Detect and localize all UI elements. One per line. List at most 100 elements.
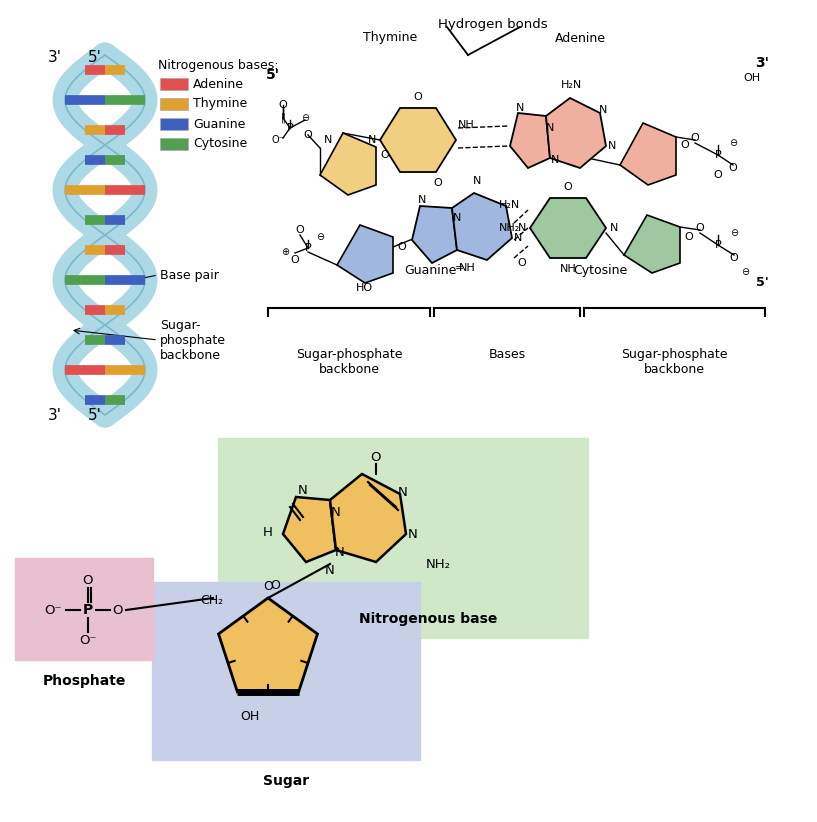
Text: O: O [263,580,273,593]
Text: O⁻: O⁻ [44,603,62,616]
Text: O: O [729,163,738,173]
Text: O: O [113,603,123,616]
Text: P: P [287,123,293,133]
FancyBboxPatch shape [160,78,188,90]
Text: Adenine: Adenine [193,77,244,90]
Text: 5': 5' [756,275,769,289]
Text: Guanine: Guanine [404,264,456,276]
Text: OH: OH [743,73,761,83]
Text: O: O [291,255,299,265]
FancyBboxPatch shape [160,118,188,130]
Text: O: O [279,100,288,110]
Text: OH: OH [240,710,260,723]
Text: O: O [690,133,699,143]
Text: N: N [453,213,461,223]
Text: HO: HO [356,283,373,293]
Text: Adenine: Adenine [555,31,605,44]
Text: =: = [455,263,465,273]
FancyBboxPatch shape [152,582,420,760]
Polygon shape [530,198,606,258]
Text: O⁻: O⁻ [79,634,96,646]
Text: O: O [397,242,406,252]
Text: N: N [325,564,335,577]
Text: Sugar-
phosphate
backbone: Sugar- phosphate backbone [160,318,226,362]
Text: Cytosine: Cytosine [193,137,248,150]
Text: O: O [270,579,280,592]
Text: O: O [304,130,312,140]
Text: Sugar-phosphate
backbone: Sugar-phosphate backbone [621,348,727,376]
Text: NH₂: NH₂ [498,223,520,233]
Text: N: N [417,195,426,205]
Text: NH: NH [458,120,475,130]
Text: N: N [331,506,341,519]
FancyBboxPatch shape [15,558,153,660]
Text: 3': 3' [48,408,62,423]
Text: O⁻: O⁻ [271,135,284,145]
Text: N: N [335,546,345,558]
Text: ‖: ‖ [280,113,285,123]
Polygon shape [320,133,376,195]
Text: O: O [684,232,693,242]
Text: Nitrogenous base: Nitrogenous base [359,612,498,626]
Text: ⊕: ⊕ [281,247,289,257]
Text: N: N [546,123,554,133]
Text: N: N [368,135,376,145]
Text: ⊖: ⊖ [729,138,737,148]
Text: 5': 5' [266,68,280,82]
Polygon shape [218,598,318,692]
Text: O: O [564,182,573,192]
Text: P: P [83,603,93,617]
Text: O: O [517,258,526,268]
Text: Thymine: Thymine [193,98,248,110]
Text: CH₂: CH₂ [200,593,223,607]
Text: Sugar-phosphate
backbone: Sugar-phosphate backbone [296,348,402,376]
Text: O: O [413,92,422,102]
Polygon shape [330,474,406,562]
Text: N: N [398,486,408,498]
Text: N: N [408,528,417,541]
FancyBboxPatch shape [160,98,188,110]
Polygon shape [283,497,336,562]
Text: P: P [715,150,721,160]
Text: NH: NH [560,264,576,274]
Text: N: N [516,103,525,113]
Text: 5': 5' [88,408,102,423]
Polygon shape [546,98,606,168]
Polygon shape [620,123,676,185]
Text: 3': 3' [48,50,62,66]
Text: H₂N: H₂N [561,80,583,90]
Text: N: N [298,483,308,496]
Text: Guanine: Guanine [193,118,245,131]
Text: Bases: Bases [489,348,525,361]
Text: Phosphate: Phosphate [42,674,126,688]
Text: N: N [473,176,481,186]
Text: 5': 5' [88,50,102,66]
Text: N: N [518,223,526,233]
Polygon shape [337,225,393,283]
Text: O: O [371,451,382,464]
Text: Cytosine: Cytosine [573,264,627,276]
Text: ⊖: ⊖ [316,232,324,242]
Text: O: O [380,150,389,160]
Text: N: N [551,155,559,165]
Text: ⊖: ⊖ [730,228,738,238]
Text: O: O [434,178,442,188]
Text: N: N [324,135,333,145]
Polygon shape [380,108,456,172]
FancyBboxPatch shape [160,138,188,150]
Text: O: O [695,223,704,233]
Polygon shape [452,193,512,260]
Text: P: P [715,240,721,250]
Text: Thymine: Thymine [363,31,417,44]
Text: NH: NH [458,263,475,273]
Text: Sugar: Sugar [263,774,309,788]
Text: N: N [599,105,607,115]
Text: 3': 3' [755,56,769,70]
Text: H: H [263,525,273,538]
Text: NH₂: NH₂ [426,557,451,570]
Text: O: O [83,574,93,587]
Polygon shape [510,113,550,168]
FancyBboxPatch shape [218,438,588,638]
Text: P: P [305,243,311,253]
Text: O: O [730,253,739,263]
